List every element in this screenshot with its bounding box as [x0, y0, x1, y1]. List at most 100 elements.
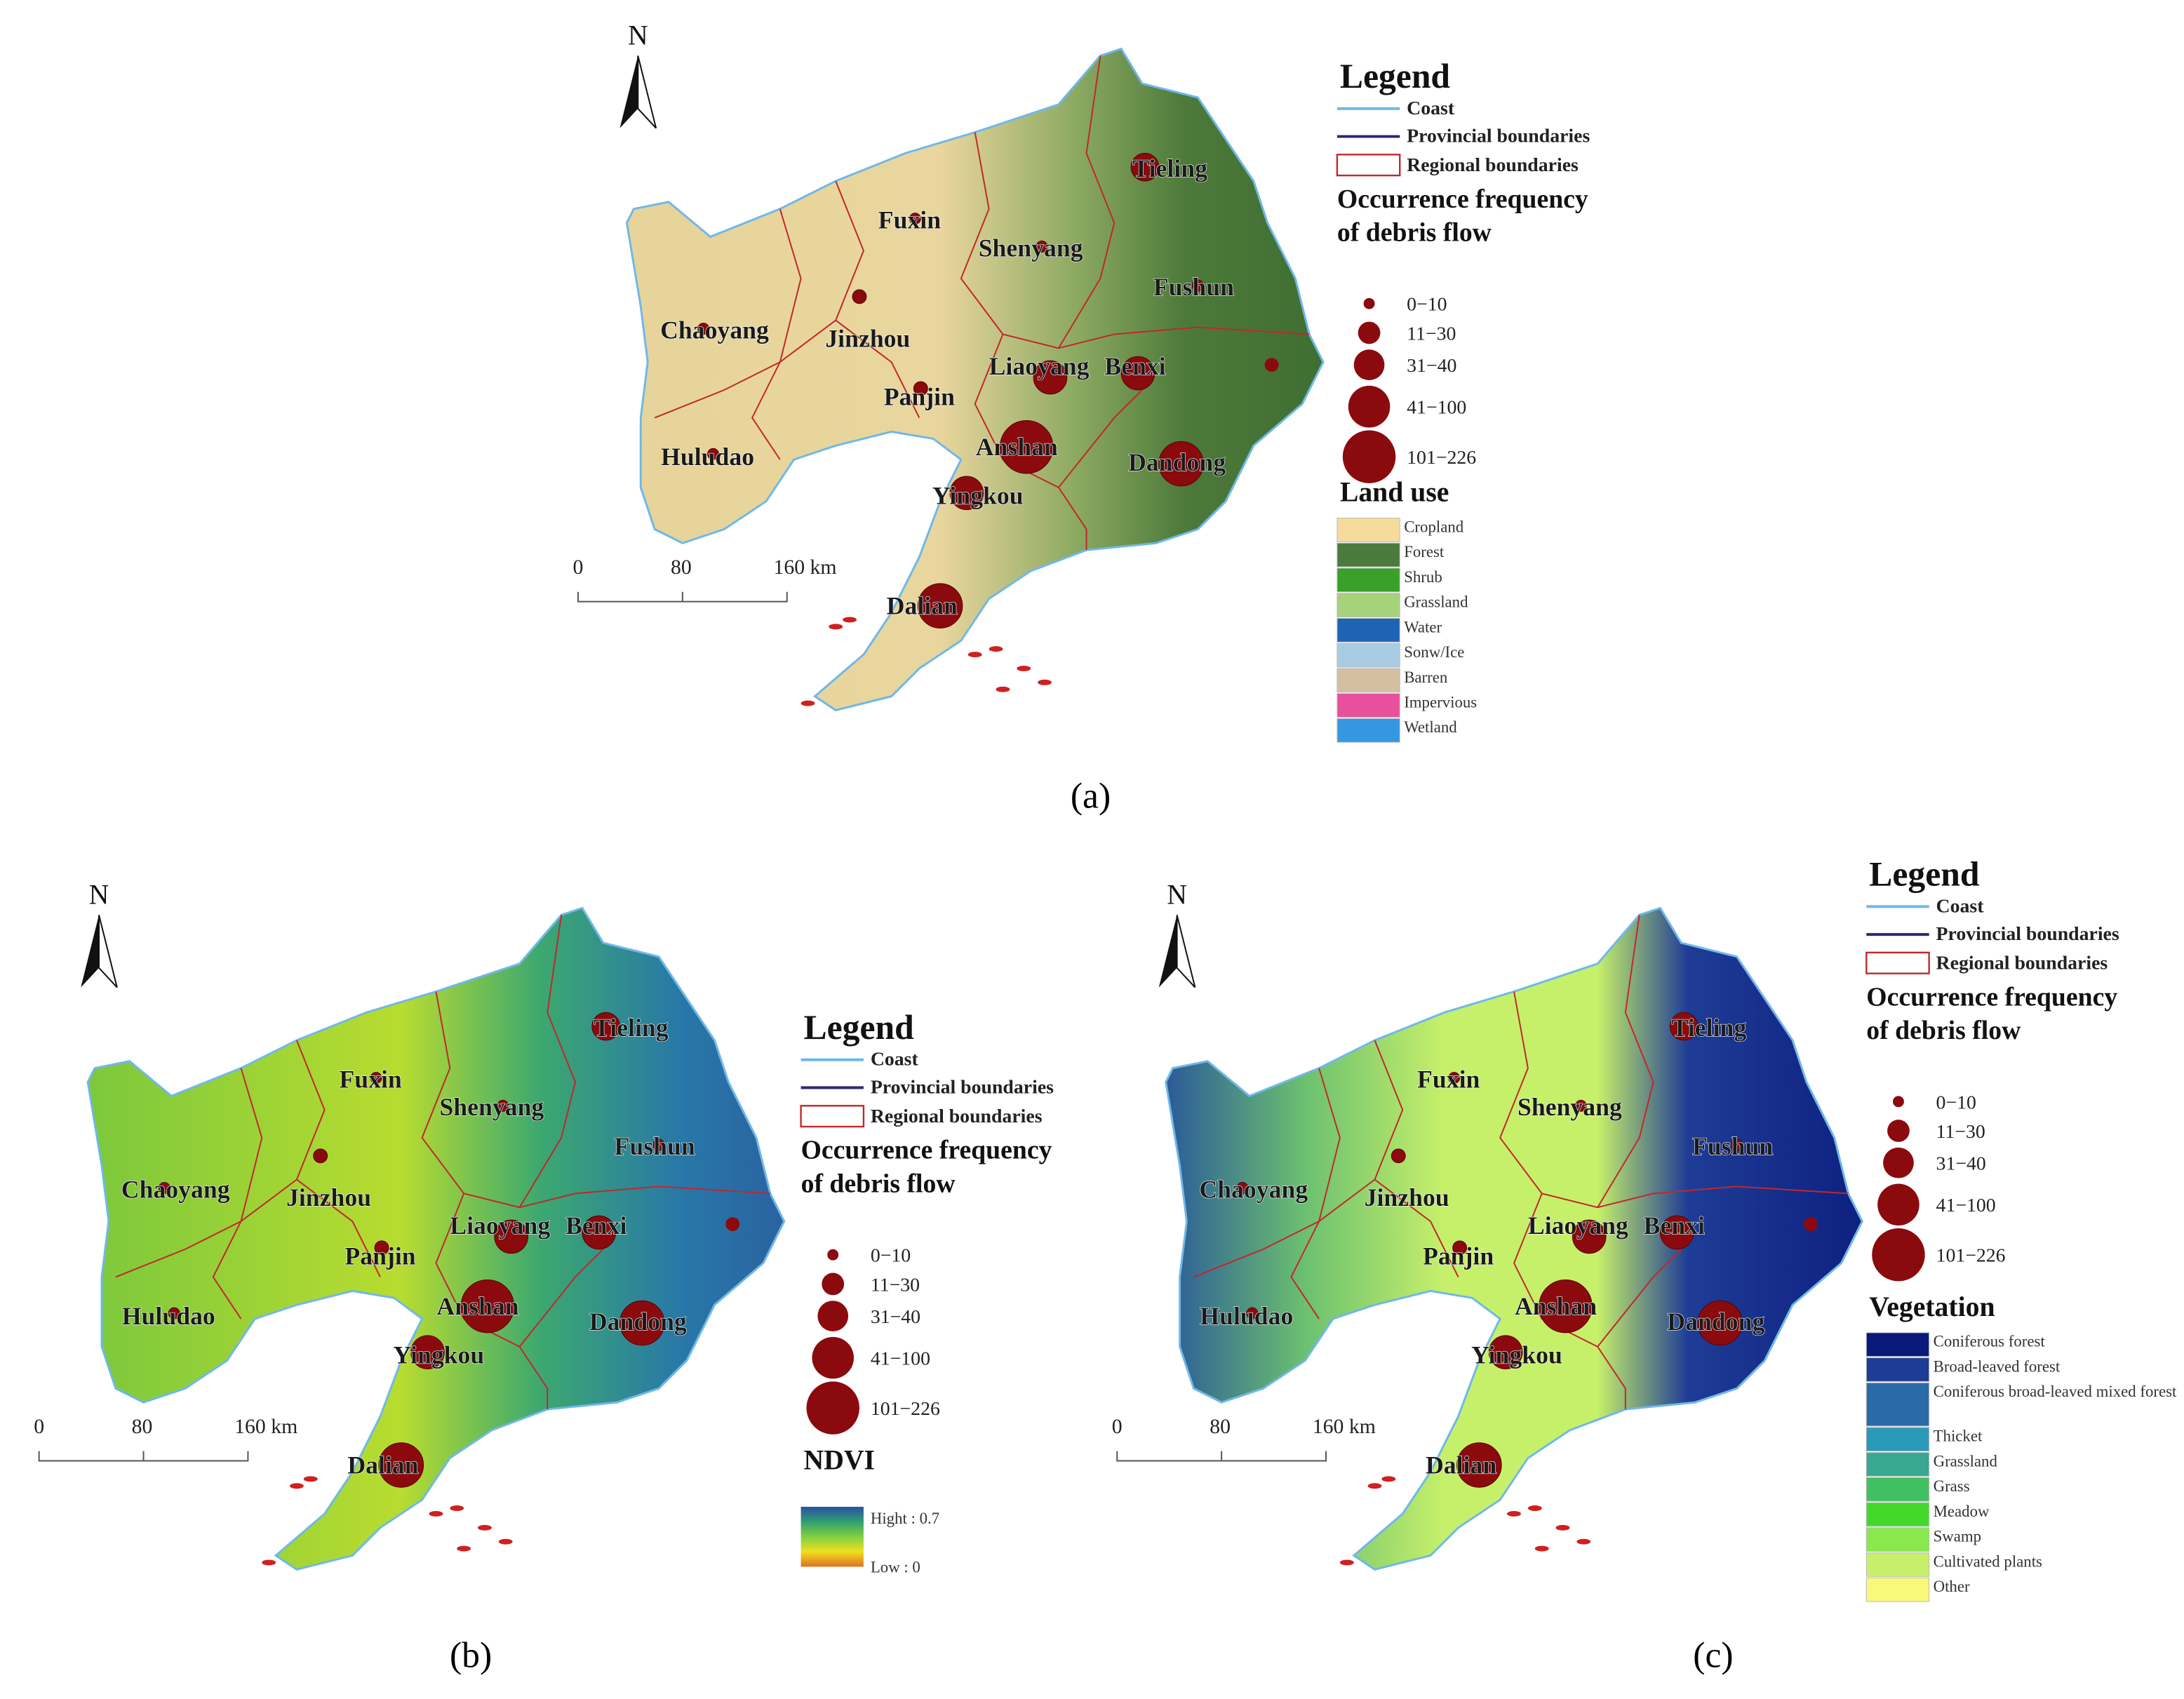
legend: Legend Coast Provincial boundaries Regional… — [1336, 57, 1590, 743]
legend-swatch — [1336, 643, 1400, 668]
regional-boundary — [1499, 991, 1849, 1209]
island — [457, 1545, 471, 1552]
legend-item-label: Other — [1933, 1579, 1970, 1597]
island — [1017, 665, 1031, 671]
legend-item-label: Coniferous forest — [1933, 1334, 2045, 1351]
legend-swatch — [1865, 1452, 1930, 1477]
island — [498, 1538, 513, 1545]
legend-item-label: Grassland — [1404, 594, 1468, 612]
island — [1507, 1510, 1521, 1517]
legend-frequency-symbol — [822, 1272, 845, 1296]
city-label: Panjin — [884, 383, 955, 411]
legend-frequency-title: Occurrence frequency of debris flow — [1866, 983, 2118, 1046]
legend-frequency-label: 41−100 — [1936, 1195, 1996, 1216]
legend-item-label-box: Sonw/Ice — [1404, 645, 1464, 662]
regional-boundary — [1597, 1346, 1626, 1410]
legend-frequency-label: 31−40 — [871, 1306, 920, 1328]
city-marker — [1036, 240, 1048, 253]
legend-swatch — [1865, 1577, 1930, 1602]
legend-frequency-symbol — [1363, 297, 1375, 309]
legend-line-label: Regional boundaries — [1407, 154, 1579, 176]
city-marker — [1659, 1215, 1694, 1250]
city-label: Dandong — [1667, 1308, 1764, 1336]
legend-frequency-symbol — [1893, 1096, 1904, 1108]
legend-regional-symbol — [1865, 951, 1930, 974]
city-marker — [1697, 1300, 1743, 1346]
legend-frequency-label: 41−100 — [871, 1348, 930, 1370]
legend-item-label: Grassland — [1933, 1453, 1997, 1471]
legend-frequency-label: 11−30 — [1407, 323, 1456, 344]
legend-swatch — [1865, 1552, 1930, 1577]
legend-item-label: Cultivated plants — [1933, 1554, 2042, 1571]
legend-frequency-title-box: Occurrence frequency of debris flow — [1337, 185, 1588, 248]
panel-label: (c) — [1693, 1635, 1733, 1675]
legend-frequency-label: 11−30 — [871, 1274, 920, 1296]
legend-title: Legend — [1869, 855, 1980, 894]
legend-item-label: Shrub — [1404, 569, 1442, 586]
legend-ramp — [800, 1507, 864, 1567]
legend-regional-symbol — [1336, 154, 1401, 177]
city-label: Yingkou — [1471, 1341, 1562, 1369]
city-marker — [1158, 441, 1204, 487]
city-label: Jinzhou — [286, 1183, 371, 1211]
legend-item-label-box: Thicket — [1934, 1429, 1983, 1446]
city-label: Anshan — [976, 433, 1058, 461]
city-marker — [1120, 356, 1155, 391]
city-marker — [168, 1307, 180, 1319]
legend-swatch — [1865, 1427, 1930, 1452]
legend-item-label-box: Water — [1404, 619, 1442, 636]
legend-line-label: Provincial boundaries — [1407, 125, 1590, 147]
legend-line-label: Coast — [1936, 895, 1985, 917]
legend-swatch — [1336, 542, 1400, 568]
city-label: Tieling — [594, 1014, 669, 1042]
city-marker — [1574, 1099, 1587, 1112]
scale-label: 0 — [572, 556, 583, 579]
city-label: Jinzhou — [825, 324, 910, 352]
scale-label: 0 — [1112, 1415, 1123, 1438]
city-marker — [1572, 1219, 1607, 1254]
legend-swatch — [1336, 718, 1400, 743]
city-label: Shenyang — [1518, 1093, 1622, 1121]
legend-item-label: Broad-leaved forest — [1933, 1359, 2061, 1376]
legend-item-label-box: Grass — [1934, 1479, 1970, 1496]
city-marker — [370, 1072, 382, 1084]
city-marker — [999, 420, 1054, 474]
legend-item-label-box: Broad-leaved forest — [1933, 1359, 2061, 1376]
city-label: Chaoyang — [121, 1175, 230, 1203]
legend-item-label-box: Grassland — [1933, 1453, 1997, 1471]
city-marker — [725, 1217, 740, 1231]
city-label: Fuxin — [878, 206, 941, 234]
legend-item-label: Barren — [1404, 669, 1448, 687]
north-arrow — [619, 55, 638, 128]
north-arrow — [637, 55, 657, 129]
legend-swatch — [1336, 693, 1400, 718]
island — [1038, 679, 1052, 685]
legend-item-label-box: Coniferous broad-leaved mixed forest — [1934, 1384, 2177, 1401]
legend-frequency-symbol — [1887, 1120, 1910, 1142]
legend-item-label-box: Cropland — [1404, 519, 1463, 536]
city-marker — [1236, 1181, 1249, 1194]
city-label: Fushun — [1153, 273, 1234, 301]
legend-swatch — [1336, 593, 1400, 617]
city-label: Anshan — [1515, 1292, 1597, 1320]
city-marker — [460, 1279, 515, 1334]
city-marker — [652, 1139, 665, 1151]
legend-item-label: Impervious — [1404, 694, 1478, 712]
island — [1381, 1476, 1396, 1482]
island — [478, 1524, 492, 1531]
legend-layer-title: Vegetation — [1869, 1291, 1995, 1322]
city-label: Huludao — [1200, 1302, 1293, 1330]
city-marker — [949, 476, 984, 511]
island — [829, 624, 843, 630]
city-label: Yingkou — [932, 482, 1024, 510]
city-label: Benxi — [1104, 352, 1165, 380]
city-label: Dalian — [347, 1451, 418, 1479]
panel-label: (b) — [450, 1635, 492, 1675]
city-marker — [1033, 360, 1068, 395]
regional-boundary — [518, 915, 577, 1208]
city-label: Shenyang — [979, 234, 1083, 262]
legend-frequency-symbol — [1872, 1228, 1925, 1282]
city-marker — [1456, 1442, 1502, 1488]
compass-label: N — [628, 20, 648, 51]
island — [843, 617, 857, 623]
